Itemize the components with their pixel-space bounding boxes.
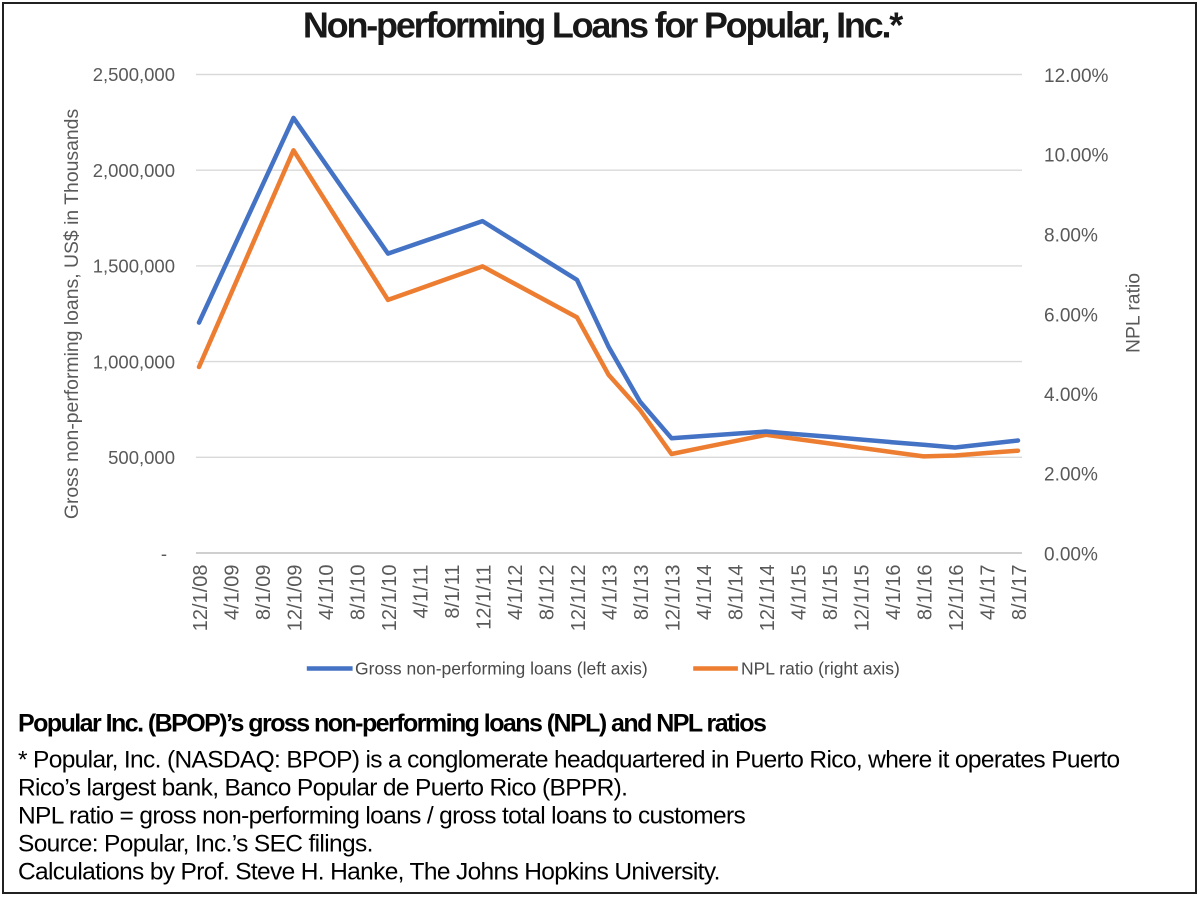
svg-text:8/1/17: 8/1/17	[1009, 565, 1031, 621]
svg-text:10.00%: 10.00%	[1044, 146, 1109, 167]
svg-text:12/1/15: 12/1/15	[852, 565, 874, 632]
svg-text:4/1/14: 4/1/14	[694, 565, 716, 621]
svg-text:NPL ratio: NPL ratio	[1122, 273, 1144, 353]
svg-text:500,000: 500,000	[108, 447, 175, 468]
svg-text:12/1/12: 12/1/12	[568, 565, 590, 632]
svg-text:1,000,000: 1,000,000	[93, 351, 175, 372]
svg-text:Non-performing Loans for Popul: Non-performing Loans for Popular, Inc.*	[303, 5, 903, 46]
svg-text:4/1/13: 4/1/13	[600, 565, 622, 621]
svg-text:* Popular, Inc. (NASDAQ: BPOP): * Popular, Inc. (NASDAQ: BPOP) is a cong…	[18, 747, 1120, 774]
svg-text:2.00%: 2.00%	[1044, 465, 1098, 486]
svg-text:8/1/12: 8/1/12	[537, 565, 559, 621]
svg-text:8/1/10: 8/1/10	[348, 565, 370, 621]
svg-text:12/1/11: 12/1/11	[474, 565, 496, 630]
svg-text:Popular Inc. (BPOP)’s gross no: Popular Inc. (BPOP)’s gross non-performi…	[18, 710, 766, 738]
svg-text:12/1/09: 12/1/09	[285, 565, 307, 632]
svg-text:4/1/10: 4/1/10	[316, 565, 338, 621]
svg-text:Rico’s largest bank, Banco Pop: Rico’s largest bank, Banco Popular de Pu…	[18, 775, 627, 802]
svg-text:8/1/09: 8/1/09	[253, 565, 275, 621]
svg-text:4/1/09: 4/1/09	[222, 565, 244, 621]
svg-text:Source: Popular, Inc.’s SEC fi: Source: Popular, Inc.’s SEC filings.	[18, 831, 373, 858]
svg-text:-: -	[161, 543, 167, 564]
svg-text:NPL ratio (right axis): NPL ratio (right axis)	[741, 659, 900, 679]
svg-text:12/1/16: 12/1/16	[946, 565, 968, 632]
svg-text:4/1/17: 4/1/17	[978, 565, 1000, 621]
svg-text:4/1/16: 4/1/16	[883, 565, 905, 621]
svg-text:NPL ratio = gross non-performi: NPL ratio = gross non-performing loans /…	[18, 803, 745, 830]
svg-text:12/1/14: 12/1/14	[757, 565, 779, 632]
svg-text:12.00%: 12.00%	[1044, 66, 1109, 87]
svg-text:12/1/08: 12/1/08	[190, 565, 212, 632]
svg-text:2,000,000: 2,000,000	[93, 160, 175, 181]
svg-text:8.00%: 8.00%	[1044, 226, 1098, 247]
svg-text:4.00%: 4.00%	[1044, 385, 1098, 406]
svg-text:Calculations by Prof. Steve H.: Calculations by Prof. Steve H. Hanke, Th…	[18, 859, 720, 886]
svg-text:12/1/10: 12/1/10	[379, 565, 401, 632]
svg-text:0.00%: 0.00%	[1044, 545, 1098, 566]
svg-text:8/1/15: 8/1/15	[820, 565, 842, 621]
svg-text:4/1/12: 4/1/12	[505, 565, 527, 621]
svg-text:8/1/14: 8/1/14	[726, 565, 748, 621]
svg-text:2,500,000: 2,500,000	[93, 64, 175, 85]
svg-text:Gross non-performing loans, US: Gross non-performing loans, US$ in Thous…	[61, 109, 83, 519]
svg-text:1,500,000: 1,500,000	[93, 256, 175, 277]
svg-text:6.00%: 6.00%	[1044, 305, 1098, 326]
svg-text:12/1/13: 12/1/13	[663, 565, 685, 632]
svg-text:8/1/13: 8/1/13	[631, 565, 653, 621]
svg-text:8/1/16: 8/1/16	[915, 565, 937, 621]
svg-text:Gross non-performing loans (le: Gross non-performing loans (left axis)	[355, 659, 648, 679]
svg-text:4/1/11: 4/1/11	[411, 565, 433, 619]
svg-text:4/1/15: 4/1/15	[789, 565, 811, 621]
svg-text:8/1/11: 8/1/11	[442, 565, 464, 619]
